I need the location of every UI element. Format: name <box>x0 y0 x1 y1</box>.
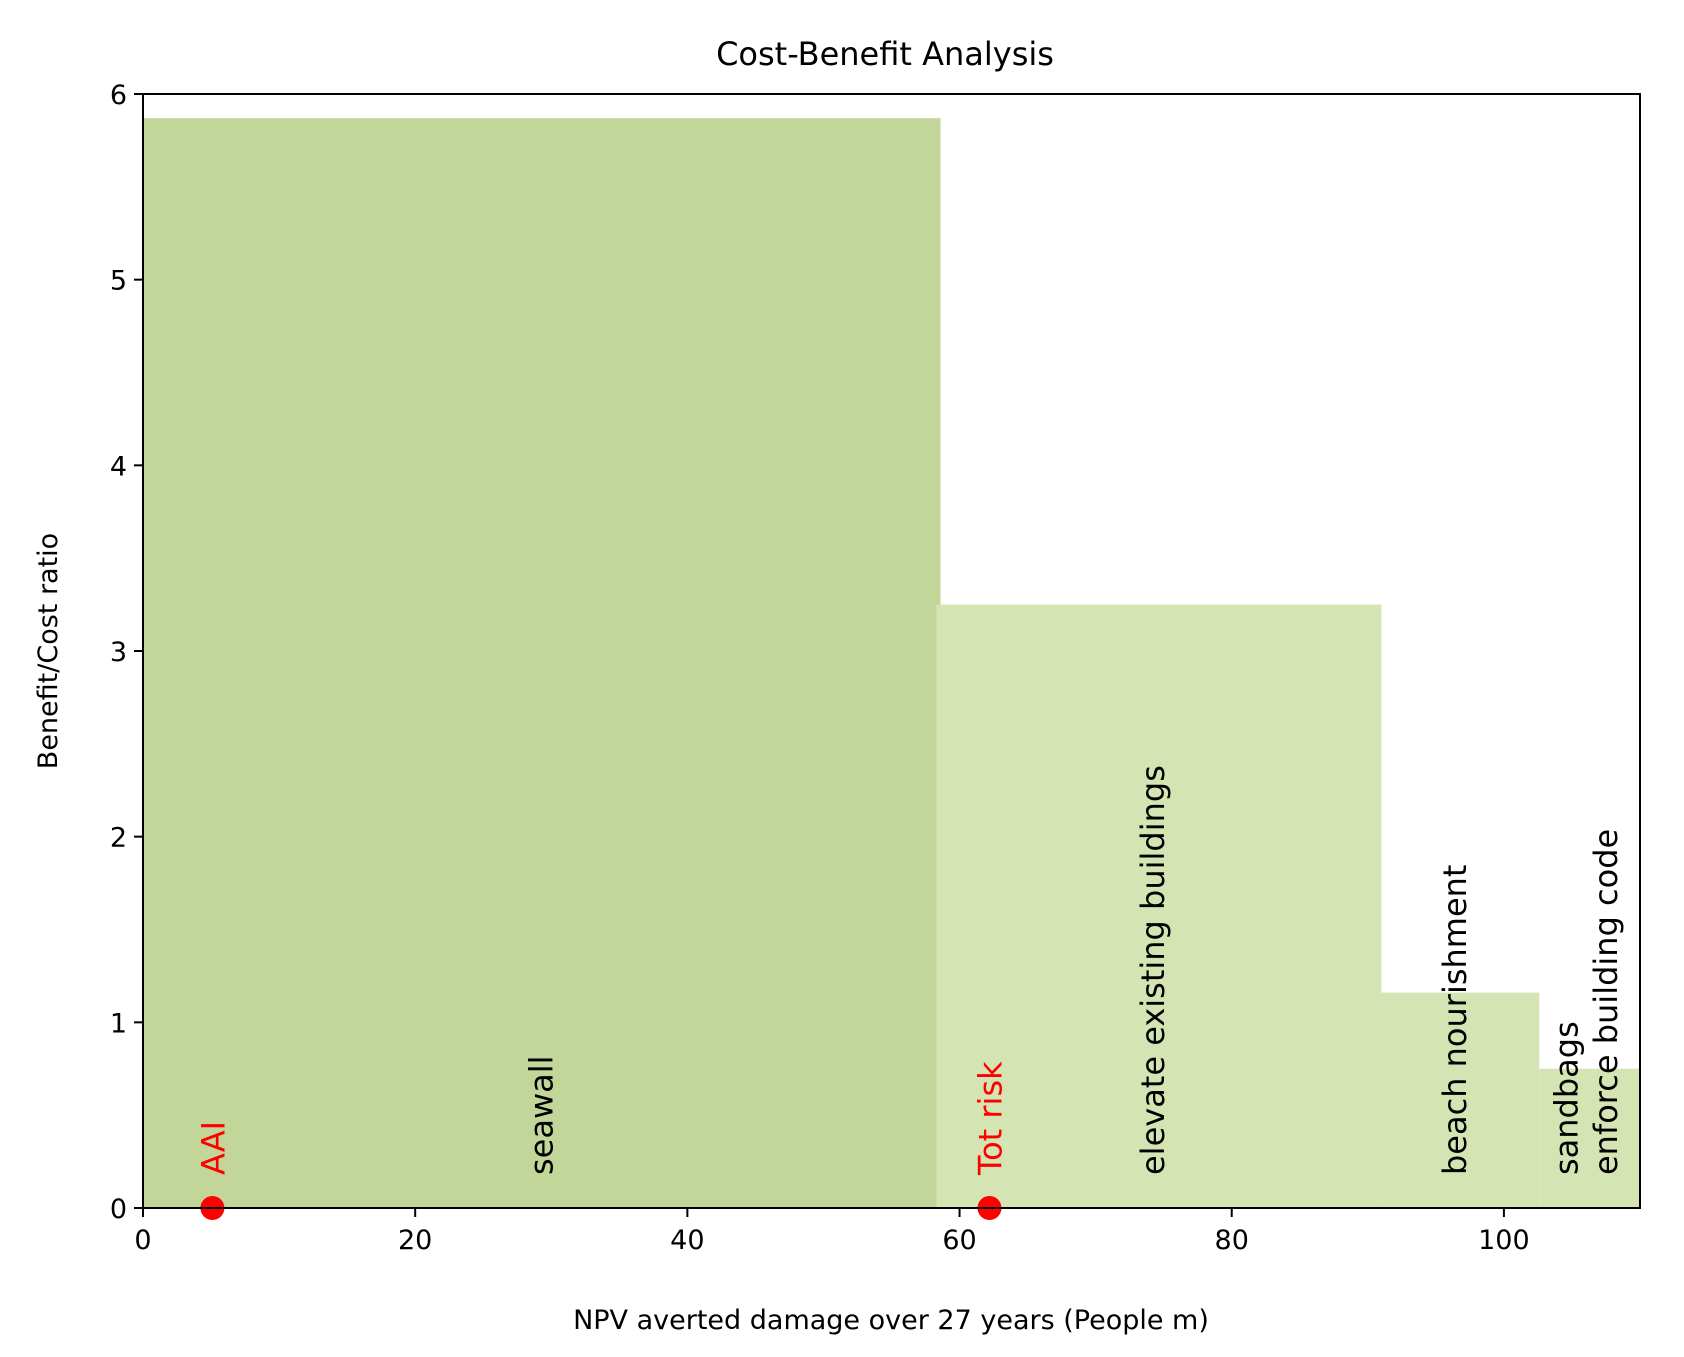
y-tick-label: 2 <box>110 823 127 854</box>
x-tick-label: 60 <box>942 1225 976 1256</box>
point-label-tot-risk: Tot risk <box>971 1061 1009 1176</box>
bar-label-sandbags: sandbags <box>1548 1021 1586 1175</box>
y-tick-label: 1 <box>110 1008 127 1039</box>
x-ticks: 0 20 40 60 80 100 <box>134 1208 1530 1256</box>
bar-label-enforce-building-code: enforce building code <box>1587 829 1625 1175</box>
bar-label-elevate-existing-buildings: elevate existing buildings <box>1134 765 1172 1175</box>
bar-label-beach-nourishment: beach nourishment <box>1436 865 1474 1175</box>
bar-beach-nourishment <box>1381 992 1540 1208</box>
x-tick-label: 80 <box>1215 1225 1249 1256</box>
y-ticks: 0 1 2 3 4 5 6 <box>110 80 143 1225</box>
y-tick-label: 4 <box>110 451 127 482</box>
y-tick-label: 6 <box>110 80 127 111</box>
bar-sandbags <box>1539 1068 1640 1208</box>
bar-elevate-existing-buildings <box>936 604 1382 1208</box>
x-tick-label: 20 <box>398 1225 432 1256</box>
bars-layer <box>143 118 1640 1208</box>
y-tick-label: 3 <box>110 637 127 668</box>
bar-labels-layer: seawall elevate existing buildings beach n… <box>523 765 1625 1175</box>
x-axis-label: NPV averted damage over 27 years (People… <box>573 1305 1209 1336</box>
bar-seawall <box>143 118 941 1208</box>
y-tick-label: 5 <box>110 266 127 297</box>
x-tick-label: 100 <box>1478 1225 1530 1256</box>
y-axis-label: Benefit/Cost ratio <box>33 533 64 769</box>
point-label-aai: AAI <box>194 1121 232 1175</box>
x-tick-label: 40 <box>670 1225 704 1256</box>
x-tick-label: 0 <box>134 1225 151 1256</box>
y-tick-label: 0 <box>110 1194 127 1225</box>
bar-label-seawall: seawall <box>523 1055 561 1175</box>
chart-title: Cost-Benefit Analysis <box>716 35 1054 73</box>
